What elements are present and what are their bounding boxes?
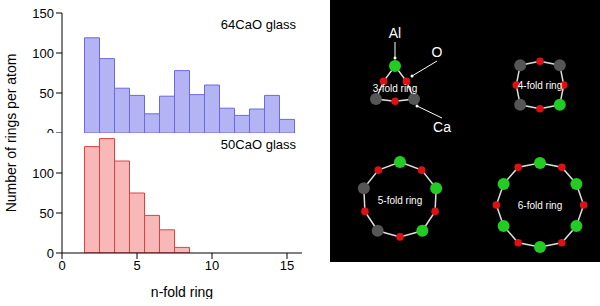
svg-text:O: O (432, 44, 443, 60)
svg-text:100: 100 (32, 46, 54, 61)
svg-text:5-fold ring: 5-fold ring (378, 195, 422, 206)
svg-text:15: 15 (280, 258, 294, 273)
svg-text:0: 0 (58, 258, 65, 273)
svg-text:0: 0 (47, 246, 54, 261)
svg-text:50CaO glass: 50CaO glass (221, 137, 297, 152)
svg-text:Al: Al (389, 25, 401, 41)
svg-text:150: 150 (32, 6, 54, 21)
svg-text:5: 5 (133, 258, 140, 273)
svg-text:64CaO glass: 64CaO glass (221, 17, 297, 32)
svg-text:50: 50 (40, 206, 54, 221)
svg-text:100: 100 (32, 166, 54, 181)
svg-text:n-fold ring: n-fold ring (151, 284, 213, 299)
svg-text:Number of rings per atom: Number of rings per atom (8, 54, 19, 213)
svg-text:10: 10 (205, 258, 219, 273)
svg-text:3-fold ring: 3-fold ring (373, 83, 417, 94)
svg-text:Ca: Ca (433, 119, 451, 135)
svg-text:6-fold ring: 6-fold ring (518, 200, 562, 211)
svg-text:50: 50 (40, 86, 54, 101)
svg-text:0: 0 (47, 126, 54, 133)
svg-text:4-fold ring: 4-fold ring (518, 80, 562, 91)
